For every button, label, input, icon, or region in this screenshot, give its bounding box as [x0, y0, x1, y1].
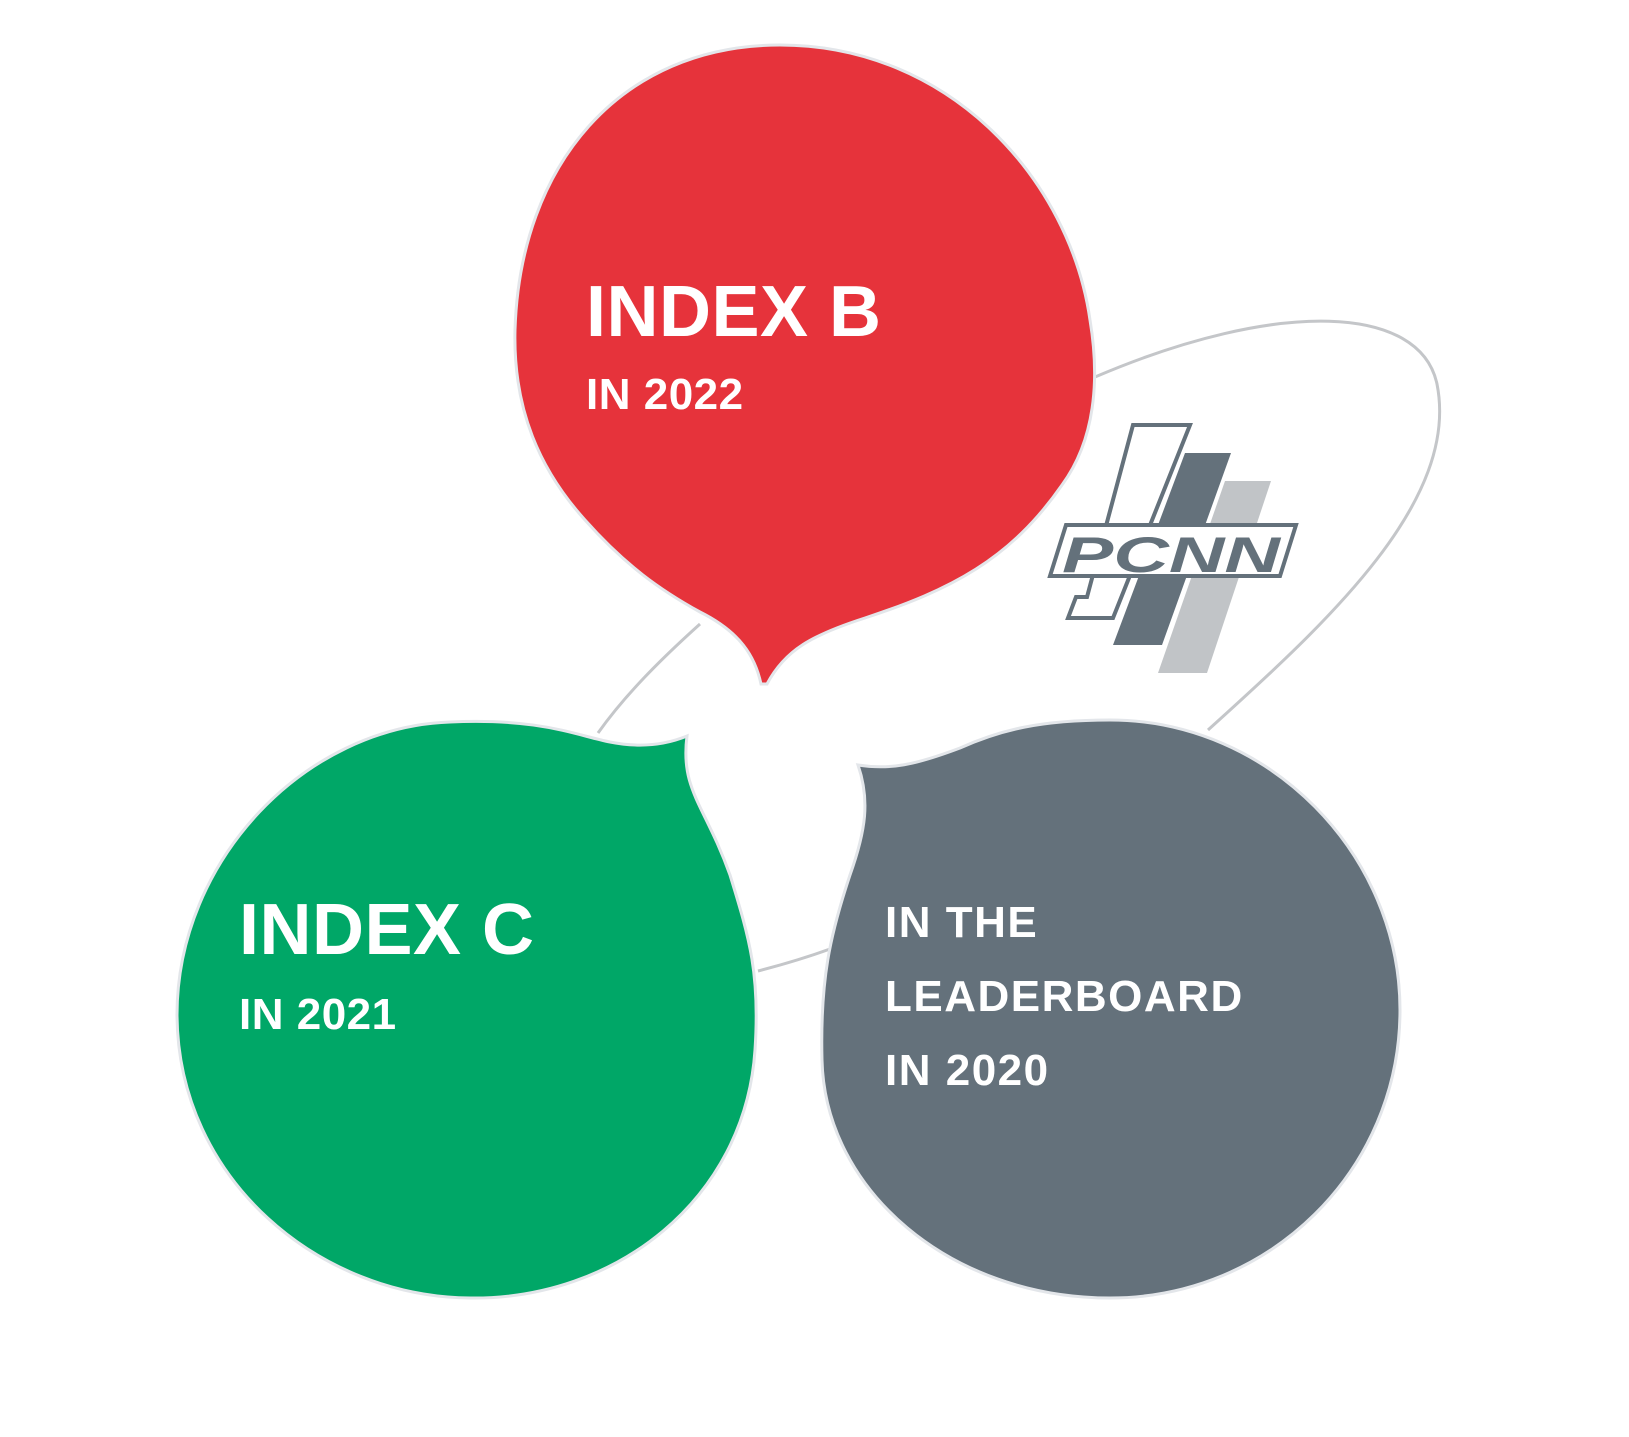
gray-bubble-line-2: LEADERBOARD — [885, 972, 1244, 1021]
red-bubble-subtitle: IN 2022 — [586, 370, 744, 419]
green-bubble-title: INDEX C — [239, 890, 535, 970]
rspp-logo-icon: PCNN — [1047, 423, 1299, 673]
gray-bubble-line-3: IN 2020 — [885, 1046, 1050, 1095]
orbit-bottom-segment — [757, 947, 831, 973]
orbit-right-arc — [1094, 319, 1442, 732]
orbit-left-segment — [596, 622, 702, 734]
gray-bubble-line-1: IN THE — [885, 898, 1039, 947]
orbit-lines — [596, 319, 1442, 973]
red-bubble-title: INDEX B — [586, 272, 882, 352]
bubble-gray — [820, 718, 1402, 1300]
bubble-red — [513, 43, 1097, 686]
bubble-green — [175, 719, 758, 1300]
logo-text: PCNN — [1062, 527, 1281, 583]
green-bubble-subtitle: IN 2021 — [239, 990, 397, 1039]
logo-banner — [1047, 523, 1299, 578]
